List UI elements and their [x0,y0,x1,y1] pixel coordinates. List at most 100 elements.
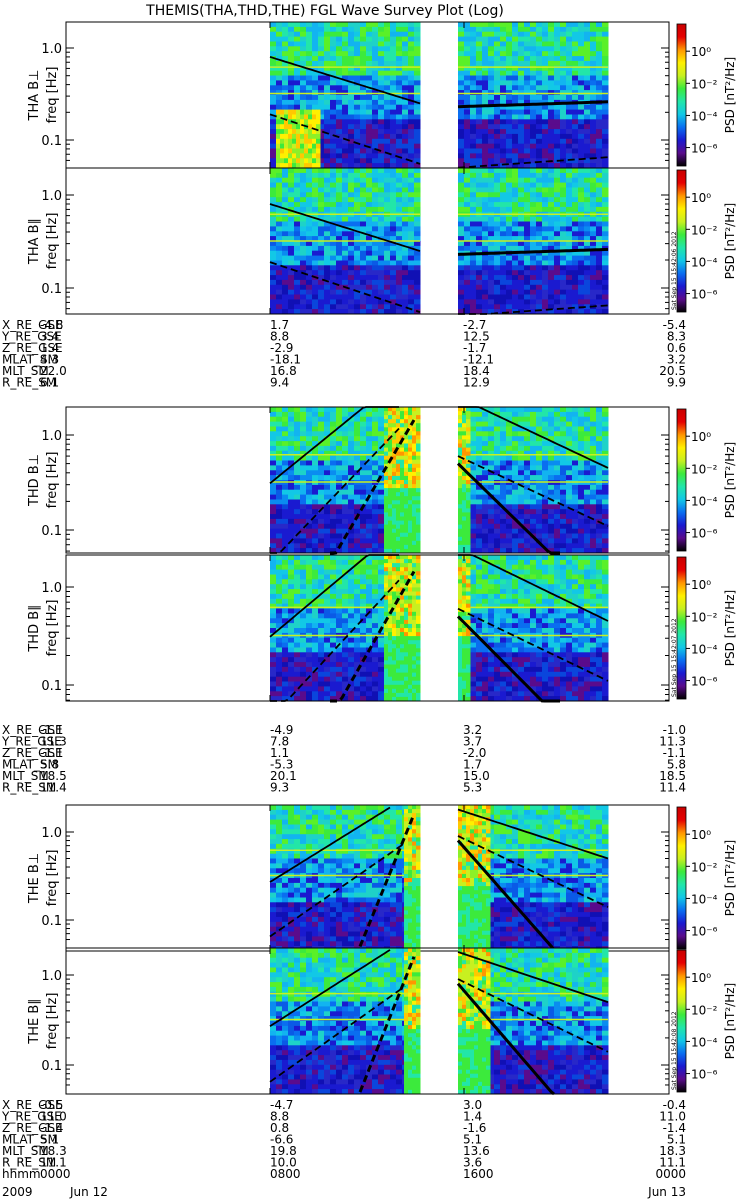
spectrogram-cell [312,236,319,242]
spectrogram-cell [464,289,471,296]
spectrogram-cell [488,436,495,442]
spectrogram-cell [470,31,477,38]
spectrogram-cell [384,133,391,140]
spectrogram-cell [288,509,295,515]
spectrogram-cell [324,518,331,525]
spectrogram-cell [348,216,355,223]
spectrogram-cell [404,540,409,546]
spectrogram-cell [384,427,389,432]
spectrogram-cell [464,70,471,77]
spectrogram-cell [572,518,579,525]
spectrogram-cell [282,31,289,38]
spectrogram-cell [578,250,585,257]
spectrogram-cell [536,177,543,184]
spectrogram-cell [536,528,543,535]
colorbar [676,23,687,167]
spectrogram-cell [366,528,373,535]
spectrogram-cell [482,475,489,481]
spectrogram-cell [366,538,373,544]
spectrogram-cell [542,504,549,510]
spectrogram-cell [458,255,465,261]
spectrogram-cell [396,153,403,159]
spectrogram-cell [312,172,319,179]
spectrogram-cell [530,431,537,437]
spectrogram-cell [396,124,403,130]
spectrogram-cell [330,51,337,57]
spectrogram-cell [312,499,319,505]
spectrogram-cell [366,289,373,296]
spectrogram-cell [312,65,319,72]
spectrogram-cell [372,143,379,150]
spectrogram-cell [336,509,343,515]
spectrogram-cell [312,192,319,198]
spectrogram-cell [288,182,295,188]
spectrogram-cell [408,304,415,310]
spectrogram-cell [366,436,373,442]
spectrogram-cell [384,216,391,223]
spectrogram-cell [554,528,561,535]
spectrogram-cell [602,192,609,198]
spectrogram-cell [476,499,483,505]
spectrogram-cell [282,60,289,67]
spectrogram-cell [318,114,325,120]
spectrogram-cell [270,304,277,310]
spectrogram-cell [602,299,609,305]
spectrogram-cell [408,241,415,247]
spectrogram-cell [396,36,403,42]
spectrogram-cell [554,206,561,213]
spectrogram-cell [518,436,525,442]
spectrogram-cell [590,119,597,125]
spectrogram-cell [316,124,321,130]
spectrogram-cell [512,41,519,47]
spectrogram-cell [294,177,301,184]
spectrogram-cell [366,182,373,188]
spectrogram-cell [602,460,609,466]
spectrogram-cell [536,70,543,77]
spectrogram-cell [590,548,597,554]
spectrogram-cell [482,124,489,130]
spectrogram-cell [476,124,483,130]
spectrogram-cell [470,80,477,86]
spectrogram-cell [512,26,519,33]
spectrogram-cell [578,284,585,291]
spectrogram-cell [566,158,573,164]
spectrogram-cell [548,104,555,111]
spectrogram-cell [578,260,585,266]
spectrogram-cell [294,304,301,310]
spectrogram-cell [464,182,471,188]
spectrogram-cell [584,445,591,452]
spectrogram-cell [388,488,393,493]
spectrogram-cell [530,407,537,413]
spectrogram-cell [324,129,331,135]
spectrogram-cell [312,431,319,437]
spectrogram-cell [384,143,391,150]
spectrogram-cell [282,518,289,525]
spectrogram-cell [318,41,325,47]
spectrogram-cell [560,514,567,520]
spectrogram-cell [488,450,495,457]
spectrogram-cell [578,504,585,510]
spectrogram-cell [518,518,525,525]
spectrogram-cell [602,484,609,491]
spectrogram-cell [312,445,319,452]
spectrogram-cell [270,153,277,159]
spectrogram-cell [288,56,295,62]
spectrogram-cell [270,80,277,86]
spectrogram-cell [354,416,361,423]
spectrogram-cell [378,455,385,462]
spectrogram-cell [414,31,421,38]
spectrogram-cell [596,221,603,227]
spectrogram-cell [308,138,313,145]
spectrogram-cell [590,158,597,164]
spectrogram-cell [554,70,561,77]
spectrogram-cell [488,255,495,261]
spectrogram-cell [542,104,549,111]
spectrogram-cell [372,56,379,62]
spectrogram-cell [390,22,397,28]
spectrogram-cell [578,514,585,520]
spectrogram-cell [524,60,531,67]
spectrogram-cell [560,109,567,115]
spectrogram-cell [584,182,591,188]
spectrogram-cell [306,41,313,47]
spectrogram-cell [548,138,555,145]
